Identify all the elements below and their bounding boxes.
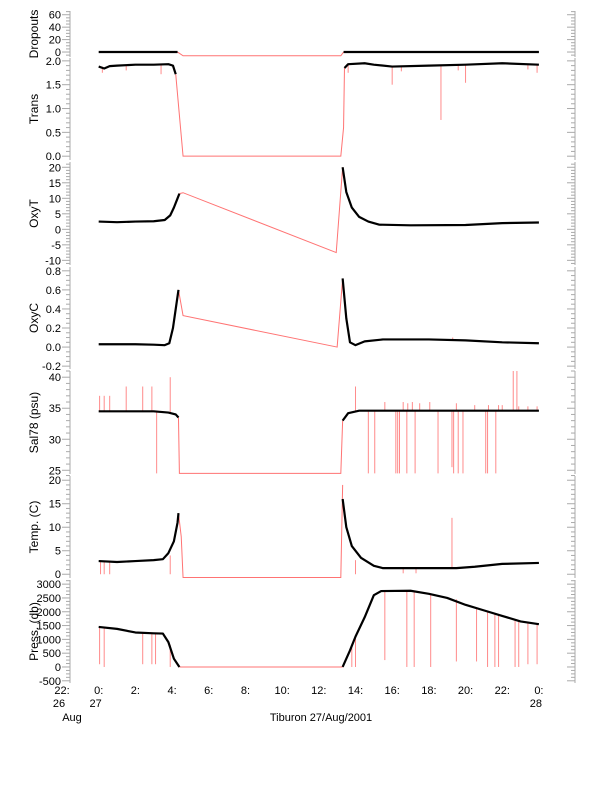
oxyc-tick-label: 0.2: [46, 323, 61, 335]
oxyt-flagged-line: [179, 167, 344, 254]
oxyc-axis-label: OxyC: [27, 303, 41, 333]
press-tick-label: 3000: [37, 579, 61, 591]
x-tick-label: 0:: [534, 685, 543, 697]
x-tick-label: 16:: [385, 685, 400, 697]
sal78-flagged-line: [177, 417, 344, 474]
press-tick-label: 2500: [37, 593, 61, 605]
x-tick-label: 6:: [204, 685, 213, 697]
press-tick-label: 0: [55, 662, 61, 674]
sal78-data-line: [341, 409, 539, 422]
x-tick-label: 8:: [241, 685, 250, 697]
x-tick-label: 12:: [311, 685, 326, 697]
oxyt-data-line: [98, 193, 181, 224]
oxyc-data-line: [98, 289, 180, 347]
sal78-tick-label: 30: [49, 434, 61, 446]
press-data-line: [341, 589, 540, 668]
x-tick-label: 2:: [131, 685, 140, 697]
oxyc-tick-label: 0.4: [46, 304, 61, 316]
temp-tick-label: 0: [55, 569, 61, 581]
press-tick-label: 500: [43, 648, 61, 660]
x-tick-label: 22:: [54, 685, 69, 697]
dropouts-tick-label: 0: [55, 47, 61, 59]
trans-tick-label: 2.0: [46, 56, 61, 68]
x-tick-label: 4:: [167, 685, 176, 697]
x-tick-label: 10:: [274, 685, 289, 697]
trans-data-line: [343, 62, 539, 69]
trans-tick-label: 0.5: [46, 127, 61, 139]
oxyt-tick-label: 5: [55, 209, 61, 221]
press-tick-label: 2000: [37, 607, 61, 619]
oxyt-tick-label: 10: [49, 193, 61, 205]
x-tick-date-label: 28: [530, 698, 542, 710]
oxyc-tick-label: 0.8: [46, 266, 61, 278]
oxyc-tick-label: -0.2: [42, 361, 61, 373]
press-tick-label: 1000: [37, 634, 61, 646]
oxyt-tick-label: 20: [49, 162, 61, 174]
x-tick-date-label: 27: [90, 698, 102, 710]
oxyt-axis-label: OxyT: [27, 199, 41, 228]
x-tick-label: 18:: [421, 685, 436, 697]
oxyt-tick-label: -5: [51, 240, 61, 252]
dropouts-tick-label: 40: [49, 22, 61, 34]
temp-tick-label: 10: [49, 522, 61, 534]
x-axis-title: Tiburon 27/Aug/2001: [270, 712, 372, 724]
oxyt-tick-label: -10: [45, 255, 61, 267]
temp-axis-label: Temp. (C): [27, 501, 41, 554]
oxyc-tick-label: 0.0: [46, 342, 61, 354]
oxyt-data-line: [341, 167, 539, 227]
x-tick-month-label: Aug: [62, 712, 82, 724]
sal78-tick-label: 40: [49, 372, 61, 384]
oxyc-data-line: [341, 278, 539, 347]
dropouts-tick-label: 60: [49, 10, 61, 22]
oxyc-tick-label: 0.6: [46, 285, 61, 297]
trans-tick-label: 1.5: [46, 80, 61, 92]
dropouts-tick-label: 20: [49, 35, 61, 47]
temp-data-line: [341, 498, 539, 570]
trans-flagged-line: [175, 68, 345, 157]
x-tick-date-label: 26: [53, 698, 65, 710]
trans-data-line: [98, 63, 177, 75]
x-tick-label: 14:: [348, 685, 363, 697]
temp-data-line: [98, 513, 180, 564]
x-tick-label: 0:: [94, 685, 103, 697]
press-axis-label: Press. (db): [27, 602, 41, 661]
temp-tick-label: 15: [49, 499, 61, 511]
x-tick-label: 22:: [495, 685, 510, 697]
temp-tick-label: 5: [55, 546, 61, 558]
sal78-data-line: [98, 410, 180, 419]
dropouts-flagged-line: [177, 51, 344, 57]
temp-flagged-line: [177, 484, 344, 579]
oxyc-flagged-line: [177, 278, 344, 348]
trans-tick-label: 1.0: [46, 104, 61, 116]
dropouts-axis-label: Dropouts: [27, 10, 41, 59]
temp-tick-label: 20: [49, 475, 61, 487]
press-data-line: [98, 625, 181, 668]
trans-axis-label: Trans: [27, 94, 41, 124]
oxyt-tick-label: 15: [49, 178, 61, 190]
sal78-tick-label: 25: [49, 465, 61, 477]
sal78-tick-label: 35: [49, 403, 61, 415]
x-tick-label: 20:: [458, 685, 473, 697]
trans-tick-label: 0.0: [46, 151, 61, 163]
press-tick-label: 1500: [37, 621, 61, 633]
press-tick-label: -500: [39, 676, 61, 688]
oxyt-tick-label: 0: [55, 224, 61, 236]
sal78-axis-label: Sal78 (psu): [27, 392, 41, 453]
